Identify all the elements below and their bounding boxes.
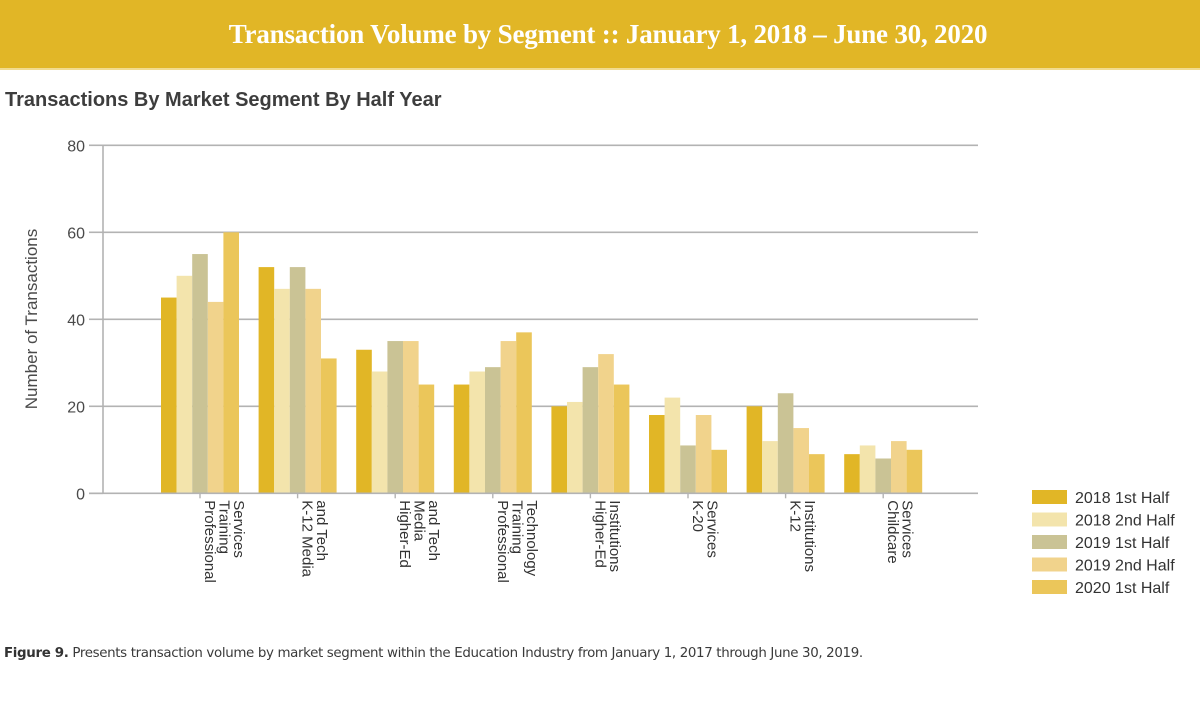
- bar: [485, 367, 501, 494]
- grid-lines: [103, 144, 978, 408]
- x-tick-label-line: Childcare: [884, 500, 901, 563]
- legend-swatch: [1032, 512, 1067, 527]
- bar: [516, 332, 532, 494]
- bar: [777, 393, 794, 494]
- x-tick-label-line: Services: [704, 500, 721, 558]
- bar: [500, 341, 517, 494]
- x-tick-label-line: K-12: [787, 500, 804, 532]
- bar: [649, 415, 665, 494]
- bar: [403, 341, 419, 494]
- y-tick-label: 40: [67, 312, 85, 329]
- x-tick-label-line: Media: [411, 500, 428, 542]
- legend-label: 2019 2nd Half: [1075, 558, 1175, 575]
- x-tick-label-line: Professional: [201, 500, 218, 583]
- bar: [192, 254, 208, 494]
- banner-title: Transaction Volume by Segment :: January…: [228, 19, 988, 49]
- bar: [793, 428, 809, 494]
- legend-swatch: [1032, 557, 1067, 572]
- bar: [289, 267, 306, 494]
- bar: [176, 275, 193, 494]
- bar: [258, 267, 275, 494]
- bar: [305, 288, 321, 494]
- bar: [711, 449, 727, 494]
- bar: [598, 354, 614, 494]
- bar: [809, 454, 825, 494]
- y-axis-label: Number of Transactions: [22, 229, 41, 409]
- figure-caption-text: Presents transaction volume by market se…: [72, 646, 863, 661]
- y-tick-labels: 0 20 40 60 80: [67, 138, 85, 503]
- legend-swatch: [1032, 580, 1067, 594]
- x-tick-label-line: and Tech: [425, 500, 442, 561]
- x-tick-label-line: Professional: [494, 500, 511, 583]
- bar: [551, 406, 567, 494]
- y-tick-label: 20: [67, 399, 85, 416]
- legend-label: 2018 2nd Half: [1075, 513, 1175, 530]
- bar: [418, 384, 435, 494]
- bars: [161, 232, 923, 494]
- legend-label: 2020 1st Half: [1075, 580, 1170, 597]
- bar: [453, 384, 470, 494]
- x-tick-label-line: Higher-Ed: [591, 500, 608, 568]
- bar: [161, 297, 177, 494]
- legend-swatch: [1032, 535, 1067, 549]
- y-tick-label: 0: [76, 486, 85, 503]
- bar: [875, 458, 891, 494]
- bar: [680, 445, 696, 494]
- x-tick-label-line: Institutions: [606, 500, 623, 572]
- x-tick-label-line: Services: [899, 500, 916, 558]
- bar: [762, 441, 778, 494]
- figure-label: Figure 9.: [4, 646, 69, 661]
- bar: [387, 341, 403, 494]
- bar: [613, 384, 630, 494]
- bar: [582, 367, 599, 494]
- bar: [695, 415, 712, 494]
- x-tick-label-line: Institutions: [801, 500, 818, 572]
- y-tick-label: 80: [67, 138, 85, 155]
- legend-label: 2018 1st Half: [1075, 490, 1170, 507]
- bar: [567, 401, 583, 494]
- header-banner: Transaction Volume by Segment :: January…: [0, 0, 1200, 70]
- legend-label: 2019 1st Half: [1075, 535, 1170, 552]
- legend: 2018 1st Half 2018 2nd Half 2019 1st Half 2…: [1032, 490, 1175, 597]
- bar: [356, 349, 372, 494]
- bar: [664, 397, 681, 494]
- y-tick-label: 60: [67, 225, 85, 242]
- x-tick-label-line: Training: [216, 500, 233, 554]
- x-tick-label-line: Technology: [523, 500, 540, 576]
- bar: [906, 449, 923, 494]
- chart-title: Transactions By Market Segment By Half Y…: [5, 89, 442, 111]
- x-tick-label-line: Higher-Ed: [396, 500, 413, 568]
- axes: [89, 144, 978, 499]
- bar: [469, 371, 485, 494]
- bar: [207, 301, 224, 494]
- bar: [274, 288, 290, 494]
- bar: [321, 358, 337, 494]
- bar: [746, 406, 763, 494]
- bar: [844, 454, 860, 494]
- legend-swatch: [1032, 490, 1067, 504]
- x-tick-label-line: K-12 Media: [299, 500, 316, 577]
- x-tick-label-line: and Tech: [313, 500, 330, 561]
- x-tick-label-line: Services: [230, 500, 247, 558]
- bar: [371, 371, 388, 494]
- x-tick-label-line: K-20: [689, 500, 706, 532]
- figure-caption: Figure 9. Presents transaction volume by…: [4, 646, 863, 661]
- bar: [891, 441, 907, 494]
- x-tick-label-line: Training: [508, 500, 525, 554]
- bar: [859, 445, 876, 494]
- bar: [223, 232, 239, 494]
